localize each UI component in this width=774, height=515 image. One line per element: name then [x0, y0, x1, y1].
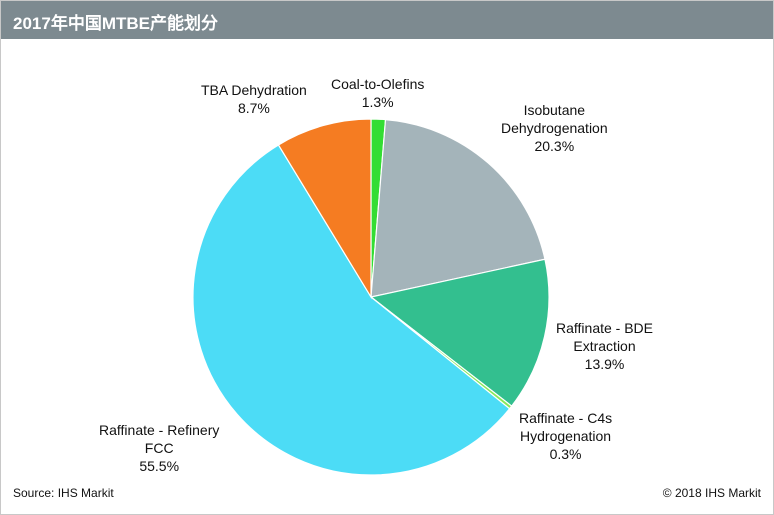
copyright-note: © 2018 IHS Markit — [662, 486, 761, 500]
label-name: TBA Dehydration — [201, 82, 307, 98]
label-name-line2: FCC — [144, 440, 174, 456]
label-name-line2: Extraction — [573, 338, 636, 354]
label-value: 1.3% — [361, 94, 394, 110]
label-value: 0.3% — [549, 446, 582, 462]
label-name-line1: Raffinate - BDE — [556, 320, 654, 336]
label-tba-dehydration: TBA Dehydration 8.7% — [201, 81, 307, 117]
title-bar: 2017年中国MTBE产能划分 — [1, 1, 773, 39]
pie-slice-isobutane-dehydrogenation — [370, 118, 546, 298]
label-value: 8.7% — [237, 100, 270, 116]
pie-slice-tba-dehydration — [277, 118, 372, 300]
label-coal-to-olefins: Coal-to-Olefins 1.3% — [331, 75, 424, 111]
label-name-line2: Dehydrogenation — [501, 120, 608, 136]
label-value: 55.5% — [139, 458, 180, 474]
label-name-line1: Raffinate - Refinery — [99, 422, 220, 438]
source-note: Source: IHS Markit — [13, 486, 114, 500]
pie-slice-raffinate-refinery-fcc — [192, 144, 511, 476]
label-value: 13.9% — [584, 356, 625, 372]
label-raffinate-bde-extraction: Raffinate - BDE Extraction 13.9% — [556, 319, 653, 373]
label-raffinate-c4s-hydrogenation: Raffinate - C4s Hydrogenation 0.3% — [519, 409, 612, 463]
label-value: 20.3% — [534, 138, 575, 154]
label-isobutane-dehydrogenation: Isobutane Dehydrogenation 20.3% — [501, 101, 608, 155]
label-name: Coal-to-Olefins — [331, 76, 425, 92]
label-name-line2: Hydrogenation — [520, 428, 612, 444]
chart-title: 2017年中国MTBE产能划分 — [13, 14, 218, 33]
label-name-line1: Raffinate - C4s — [519, 410, 613, 426]
label-raffinate-refinery-fcc: Raffinate - Refinery FCC 55.5% — [99, 421, 219, 475]
pie-slice-raffinate-bde-extraction — [369, 258, 550, 407]
label-name-line1: Isobutane — [523, 102, 586, 118]
